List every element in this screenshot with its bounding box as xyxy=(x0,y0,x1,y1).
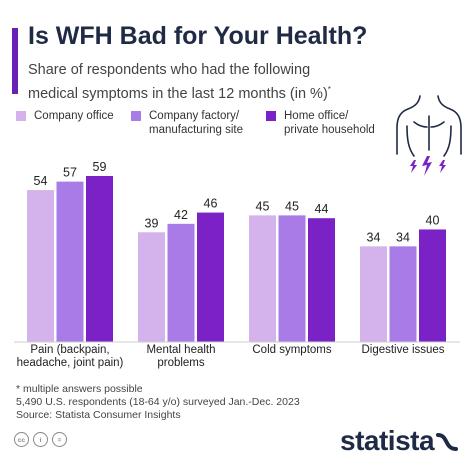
footnote-source: Source: Statista Consumer Insights xyxy=(16,409,181,421)
category-label: headache, joint pain) xyxy=(17,357,124,369)
back-pain-body-icon xyxy=(396,95,462,176)
footnote-sample: 5,490 U.S. respondents (18-64 y/o) surve… xyxy=(16,396,300,408)
bar-cold-symptoms-company-factory-manufacturing-site xyxy=(278,215,306,342)
legend-label-company-factory: Company factory/manufacturing site xyxy=(149,109,243,137)
data-label: 40 xyxy=(426,213,440,227)
legend-swatch-home-office xyxy=(266,111,276,121)
legend-label-company-office: Company office xyxy=(34,109,114,123)
bar-digestive-issues-home-office-private-household xyxy=(419,229,446,342)
data-label: 34 xyxy=(367,230,381,244)
attribution-icon[interactable]: i xyxy=(33,432,48,447)
category-label: Pain (backpain, xyxy=(30,344,109,356)
bar-digestive-issues-company-factory-manufacturing-site xyxy=(389,246,417,342)
category-labels: Pain (backpain,headache, joint pain) Ment… xyxy=(17,344,445,369)
legend-line: Company factory/ xyxy=(149,110,240,122)
bar-mental-health-problems-home-office-private-household xyxy=(197,212,224,342)
statista-logo-mark-icon xyxy=(436,433,458,451)
no-derivatives-icon[interactable]: = xyxy=(52,432,67,447)
title-accent-bar xyxy=(12,28,18,94)
subtitle-footnote-mark: * xyxy=(327,85,331,94)
category-label: Digestive issues xyxy=(361,344,444,356)
creative-commons-icon[interactable]: cc xyxy=(14,432,29,447)
legend-item-company-office: Company office xyxy=(16,109,114,123)
data-label: 42 xyxy=(174,208,188,222)
bar-pain-backpain-headache-joint-pain-home-office-private-household xyxy=(86,176,113,342)
legend-item-home-office: Home office/private household xyxy=(266,109,375,137)
legend-label-home-office: Home office/private household xyxy=(284,109,375,137)
data-label: 46 xyxy=(204,197,218,211)
category-label: problems xyxy=(157,357,205,369)
data-label: 39 xyxy=(145,216,159,230)
category-label: Cold symptoms xyxy=(252,344,331,356)
subtitle-text: Share of respondents who had the followi… xyxy=(28,62,328,102)
legend-line: Company office xyxy=(34,110,114,122)
legend-line: private household xyxy=(284,124,375,136)
data-label: 34 xyxy=(396,230,410,244)
bar-cold-symptoms-company-office xyxy=(249,215,276,342)
bar-pain-backpain-headache-joint-pain-company-factory-manufacturing-site xyxy=(56,181,84,342)
chart-subtitle: Share of respondents who had the followi… xyxy=(28,61,358,104)
legend-line: manufacturing site xyxy=(149,124,243,136)
data-label: 44 xyxy=(315,202,329,216)
legend-swatch-company-factory xyxy=(131,111,141,121)
statista-logo[interactable]: statista xyxy=(340,425,435,456)
chart-title: Is WFH Bad for Your Health? xyxy=(28,22,368,50)
bar-pain-backpain-headache-joint-pain-company-office xyxy=(27,190,54,342)
data-label: 45 xyxy=(256,199,270,213)
bar-mental-health-problems-company-factory-manufacturing-site xyxy=(167,223,195,342)
footnote-multiple-answers: * multiple answers possible xyxy=(16,383,143,395)
legend-line: Home office/ xyxy=(284,110,349,122)
legend-item-company-factory: Company factory/manufacturing site xyxy=(131,109,243,137)
legend-swatch-company-office xyxy=(16,111,26,121)
data-label: 57 xyxy=(63,166,77,180)
data-label: 54 xyxy=(34,174,48,188)
data-label: 45 xyxy=(285,199,299,213)
bar-digestive-issues-company-office xyxy=(360,246,387,342)
license-icons: cc i = xyxy=(14,432,67,447)
bar-cold-symptoms-home-office-private-household xyxy=(308,218,335,342)
bar-mental-health-problems-company-office xyxy=(138,232,165,342)
data-label: 59 xyxy=(93,160,107,174)
bar-group: 54 57 59 39 42 46 45 45 44 34 34 40 xyxy=(27,160,446,342)
category-label: Mental health xyxy=(146,344,215,356)
